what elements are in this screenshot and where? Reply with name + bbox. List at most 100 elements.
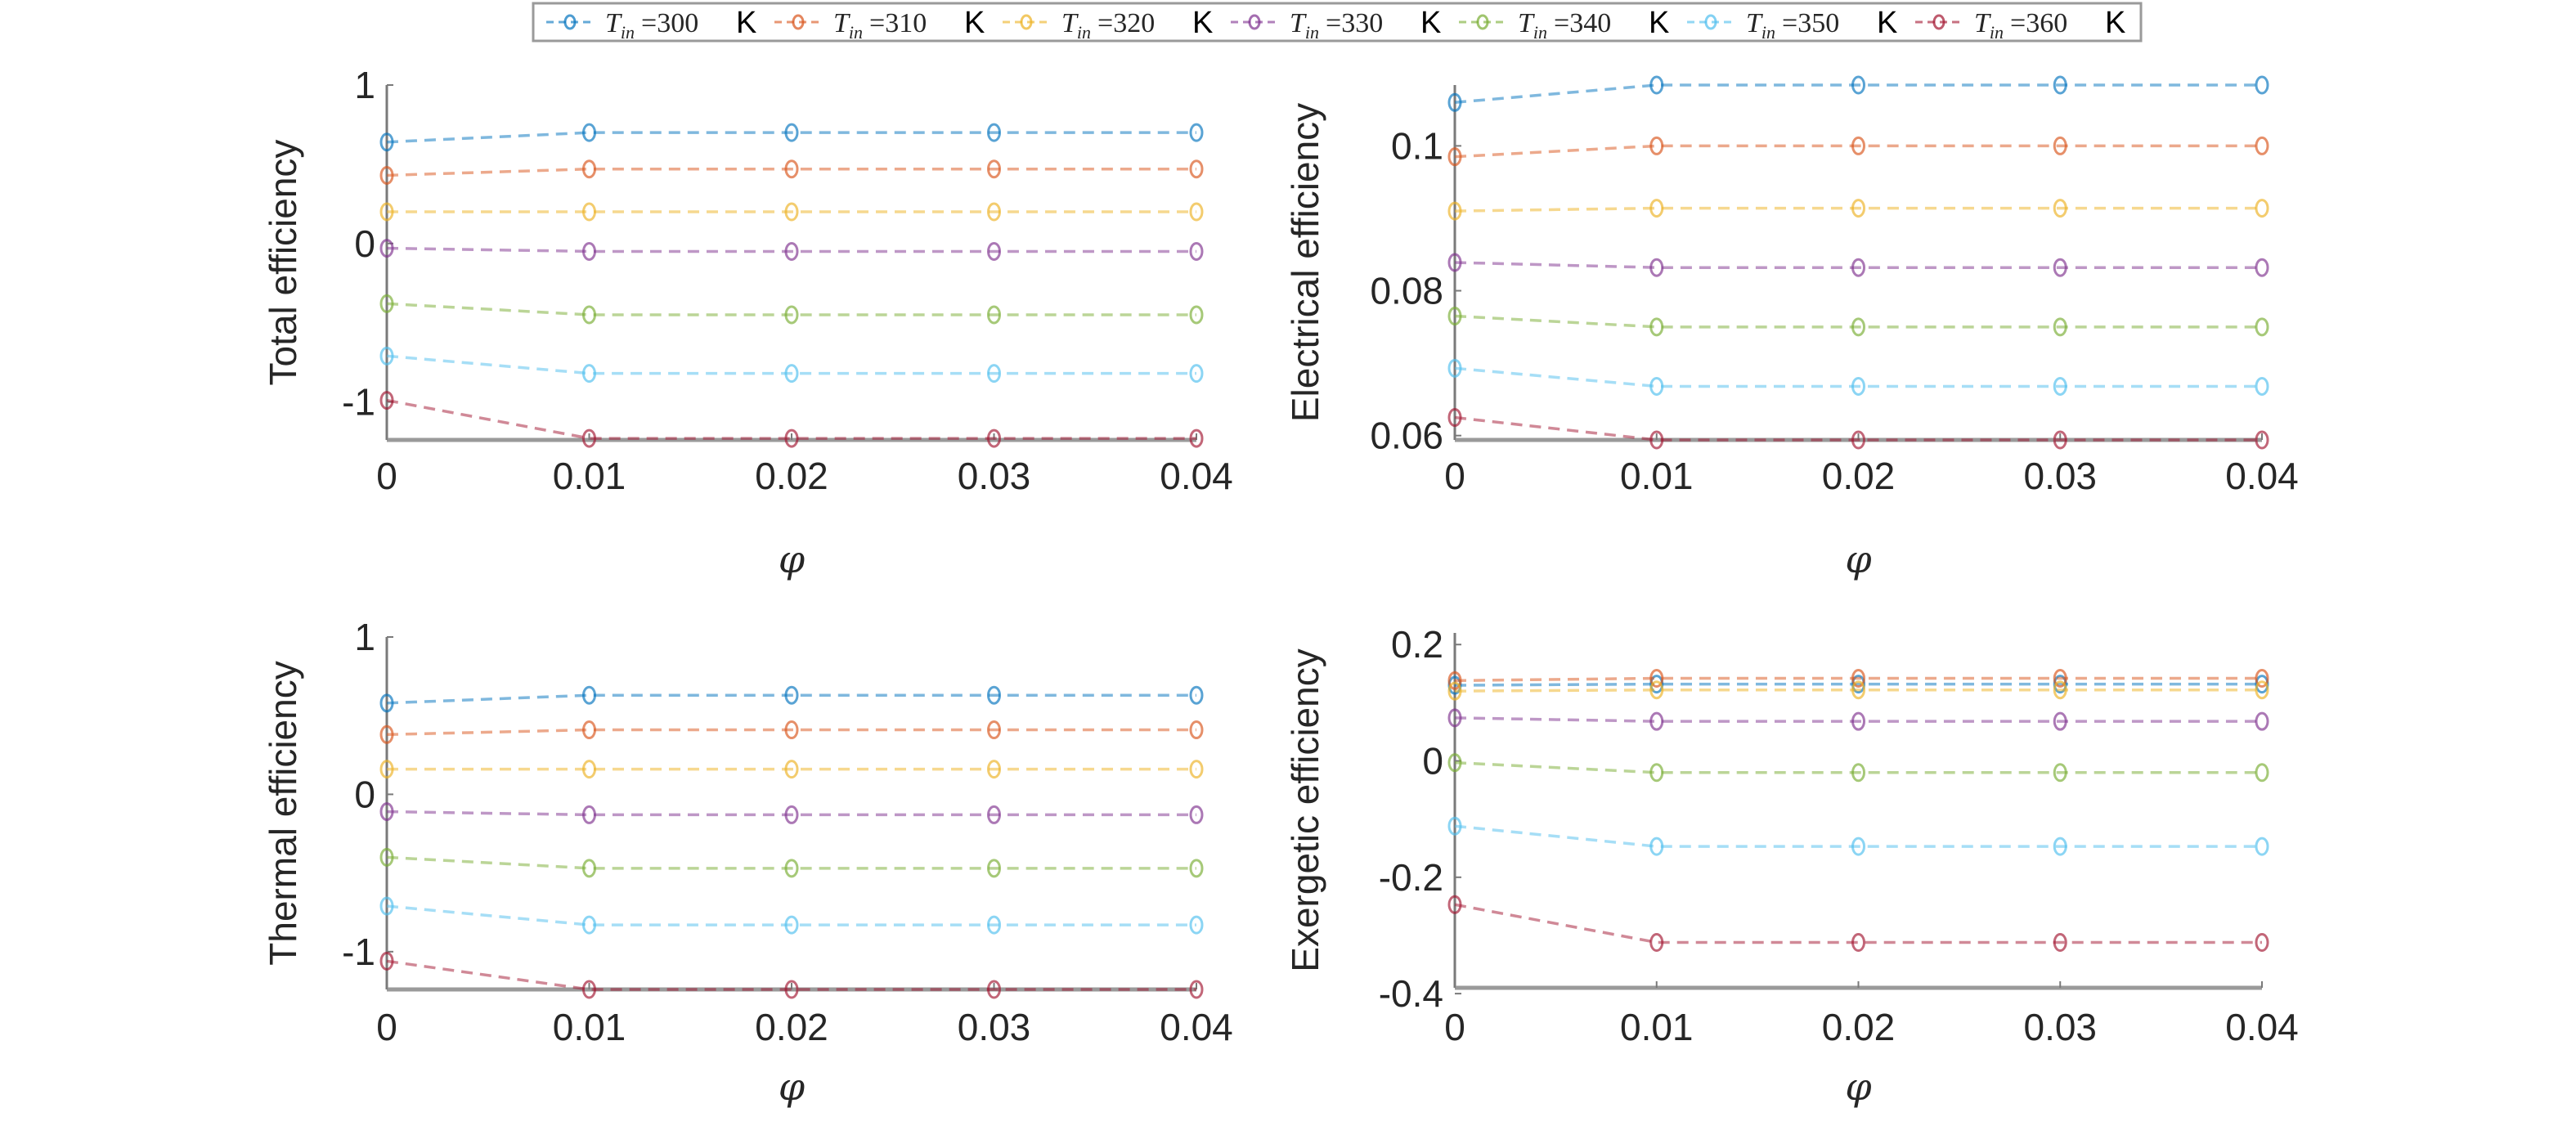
- data-point: [2053, 763, 2067, 783]
- series-360k: [1447, 895, 2269, 953]
- series-310k: [379, 159, 1204, 185]
- data-point: [1447, 92, 1462, 112]
- data-point: [1649, 376, 1664, 396]
- data-point: [379, 391, 394, 410]
- series-350k: [1447, 816, 2269, 856]
- y-tick-label: 1: [354, 616, 375, 658]
- data-point: [1189, 685, 1204, 705]
- legend-value: =340: [1554, 8, 1611, 38]
- data-point: [784, 202, 799, 222]
- x-tick-label: 0.01: [1620, 1006, 1694, 1048]
- data-point: [582, 428, 596, 448]
- series-line: [1454, 83, 2262, 105]
- data-point: [582, 123, 596, 142]
- x-axis-label: φ: [1845, 1065, 1872, 1109]
- data-point: [2255, 933, 2269, 953]
- data-point: [1851, 675, 1865, 694]
- x-tick-label: 0.01: [1620, 455, 1694, 497]
- series-line: [1454, 144, 2262, 159]
- data-point: [2053, 837, 2067, 856]
- legend-symbol: T: [605, 8, 622, 38]
- data-point: [2255, 430, 2269, 450]
- legend-subscript: in: [1533, 22, 1547, 43]
- data-point: [2255, 317, 2269, 337]
- data-point: [379, 165, 394, 185]
- legend-unit: K: [1192, 6, 1213, 40]
- series-line: [1454, 824, 2262, 848]
- data-point: [2255, 199, 2269, 218]
- series-line: [1454, 903, 2262, 944]
- data-point: [379, 802, 394, 822]
- data-point: [1851, 199, 1865, 218]
- data-point: [1851, 680, 1865, 700]
- data-point: [2255, 763, 2269, 783]
- series-320k: [1447, 680, 2269, 701]
- data-point: [1189, 159, 1204, 179]
- data-point: [1447, 253, 1462, 272]
- legend-subscript: in: [1761, 22, 1775, 43]
- data-point: [582, 915, 596, 935]
- data-point: [582, 720, 596, 740]
- data-point: [784, 685, 799, 705]
- data-point: [1189, 123, 1204, 142]
- series-340k: [1447, 753, 2269, 783]
- legend-label: Tin =300: [605, 8, 698, 43]
- y-tick-label: -0.2: [1379, 856, 1443, 899]
- data-point: [2053, 75, 2067, 95]
- data-point: [2255, 668, 2269, 688]
- data-point: [1447, 408, 1462, 428]
- data-point: [1447, 681, 1462, 701]
- data-point: [784, 720, 799, 740]
- legend-label: Tin =310: [833, 8, 927, 43]
- data-point: [987, 305, 1001, 325]
- series-300k: [1447, 75, 2269, 112]
- legend-subscript: in: [1077, 22, 1091, 43]
- data-point: [1649, 136, 1664, 155]
- data-point: [784, 305, 799, 325]
- series-320k: [379, 202, 1204, 222]
- series-300k: [1447, 675, 2269, 695]
- data-point: [2255, 837, 2269, 856]
- y-tick-label: 0.2: [1391, 623, 1443, 666]
- data-point: [582, 685, 596, 705]
- series-line: [386, 693, 1196, 705]
- data-point: [1851, 75, 1865, 95]
- y-axis-label: Exergetic efficiency: [1284, 648, 1326, 971]
- series-330k: [1447, 253, 2269, 277]
- data-point: [784, 428, 799, 448]
- data-point: [784, 915, 799, 935]
- data-point: [987, 980, 1001, 999]
- legend-symbol: T: [1746, 8, 1763, 38]
- legend-symbol: T: [1974, 8, 1991, 38]
- x-tick-label: 0.01: [553, 1006, 626, 1048]
- legend-marker-icon: [792, 14, 805, 30]
- legend-label: Tin =340: [1518, 8, 1611, 43]
- legend-value: =300: [641, 8, 698, 38]
- series-310k: [1447, 136, 2269, 167]
- series-340k: [1447, 307, 2269, 337]
- data-point: [379, 693, 394, 713]
- series-line: [1454, 688, 2262, 693]
- data-point: [1189, 305, 1204, 325]
- data-point: [987, 159, 1001, 179]
- series-line: [1454, 682, 2262, 687]
- data-point: [1851, 837, 1865, 856]
- data-point: [2255, 680, 2269, 700]
- data-point: [987, 364, 1001, 384]
- data-point: [379, 132, 394, 152]
- legend-label: Tin =360: [1974, 8, 2067, 43]
- legend-value: =330: [1326, 8, 1383, 38]
- x-tick-label: 0.04: [2225, 455, 2299, 497]
- series-320k: [1447, 199, 2269, 221]
- series-340k: [379, 847, 1204, 878]
- data-point: [2053, 933, 2067, 953]
- data-point: [1189, 364, 1204, 384]
- legend-marker-icon: [1704, 14, 1717, 30]
- y-axis-label: Thermal efficiency: [262, 661, 304, 965]
- data-point: [784, 760, 799, 779]
- series-310k: [379, 720, 1204, 744]
- data-point: [2255, 376, 2269, 396]
- data-point: [1447, 671, 1462, 690]
